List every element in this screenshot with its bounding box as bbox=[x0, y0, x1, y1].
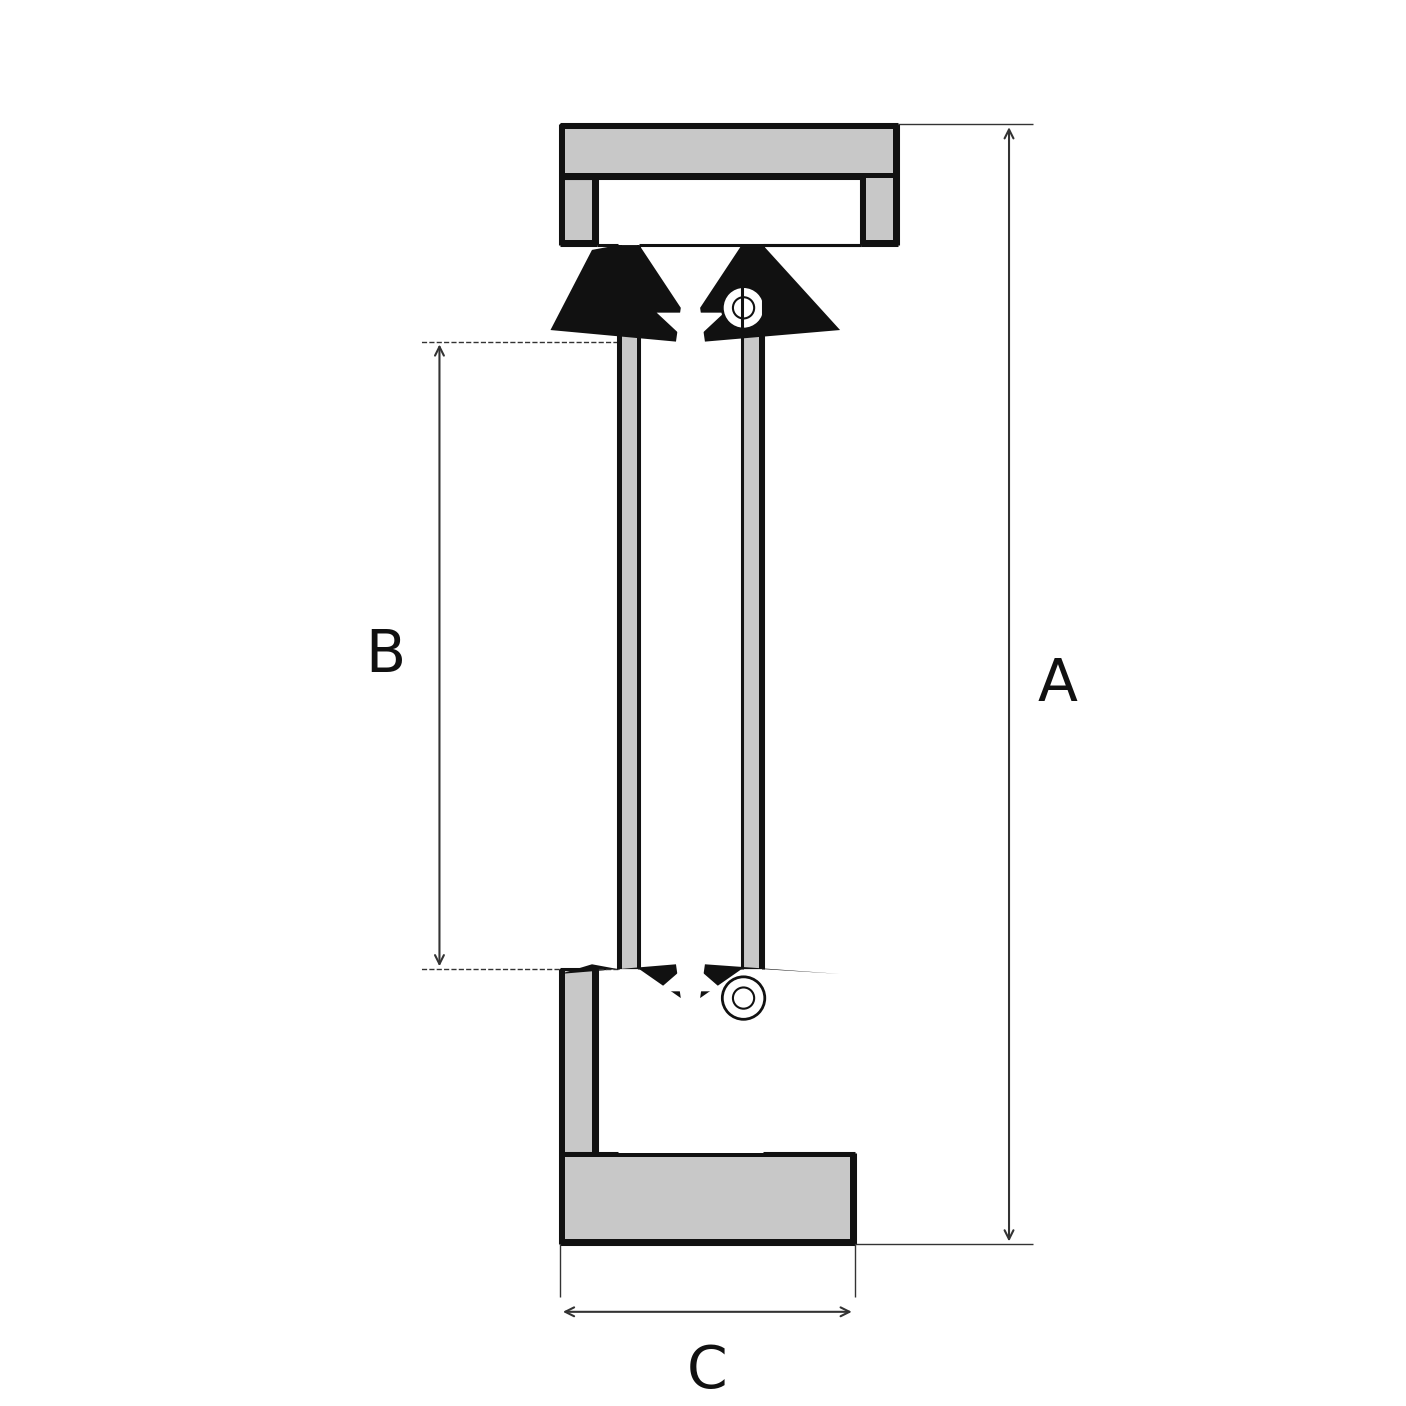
Polygon shape bbox=[700, 965, 839, 998]
Polygon shape bbox=[657, 312, 724, 340]
Polygon shape bbox=[700, 245, 839, 342]
Polygon shape bbox=[866, 177, 893, 240]
Polygon shape bbox=[741, 245, 763, 969]
Polygon shape bbox=[560, 177, 596, 245]
Polygon shape bbox=[565, 1157, 849, 1240]
Polygon shape bbox=[565, 129, 893, 173]
Text: A: A bbox=[1038, 655, 1078, 713]
Polygon shape bbox=[560, 965, 681, 998]
Polygon shape bbox=[560, 124, 898, 177]
Polygon shape bbox=[862, 177, 898, 245]
Circle shape bbox=[733, 987, 754, 1008]
Text: C: C bbox=[688, 1343, 728, 1400]
Polygon shape bbox=[744, 245, 759, 969]
Circle shape bbox=[723, 287, 765, 329]
Circle shape bbox=[733, 297, 754, 318]
Text: B: B bbox=[366, 627, 406, 683]
Polygon shape bbox=[621, 245, 637, 969]
Polygon shape bbox=[565, 177, 592, 240]
Polygon shape bbox=[619, 245, 640, 969]
Polygon shape bbox=[551, 245, 681, 342]
Polygon shape bbox=[657, 966, 724, 991]
Polygon shape bbox=[560, 969, 596, 1153]
Polygon shape bbox=[565, 969, 592, 1153]
Polygon shape bbox=[560, 1153, 855, 1244]
Circle shape bbox=[723, 977, 765, 1019]
